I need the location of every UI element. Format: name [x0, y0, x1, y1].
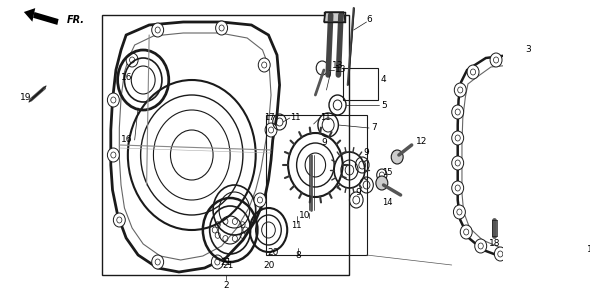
- Circle shape: [152, 255, 163, 269]
- Circle shape: [452, 156, 464, 170]
- Circle shape: [377, 169, 387, 181]
- Text: 17: 17: [264, 113, 274, 123]
- Circle shape: [568, 221, 579, 235]
- Text: 21: 21: [220, 258, 231, 267]
- Text: 6: 6: [366, 15, 372, 24]
- Circle shape: [567, 83, 579, 97]
- Text: 16: 16: [120, 135, 132, 144]
- Text: 3: 3: [526, 45, 532, 54]
- Text: 16: 16: [120, 73, 132, 82]
- Circle shape: [535, 53, 547, 67]
- Text: 11: 11: [290, 113, 300, 123]
- Text: 9: 9: [363, 148, 369, 157]
- Text: 9: 9: [355, 188, 361, 197]
- Circle shape: [107, 148, 119, 162]
- Circle shape: [454, 83, 466, 97]
- Circle shape: [376, 176, 388, 190]
- Circle shape: [573, 203, 585, 217]
- Circle shape: [391, 150, 403, 164]
- Circle shape: [454, 205, 466, 219]
- Text: 15: 15: [382, 168, 393, 177]
- Circle shape: [152, 23, 163, 37]
- Circle shape: [113, 213, 125, 227]
- Circle shape: [494, 247, 506, 261]
- Circle shape: [211, 255, 223, 269]
- Text: 4: 4: [381, 76, 386, 85]
- Text: 11: 11: [320, 113, 330, 123]
- Circle shape: [107, 93, 119, 107]
- Text: 12: 12: [416, 138, 427, 147]
- Text: 21: 21: [223, 261, 234, 270]
- Text: 7: 7: [371, 123, 376, 132]
- Polygon shape: [324, 12, 345, 22]
- Text: 5: 5: [381, 101, 386, 110]
- Circle shape: [553, 65, 565, 79]
- Polygon shape: [24, 8, 35, 22]
- Text: 19: 19: [20, 92, 31, 101]
- Circle shape: [573, 156, 585, 170]
- Text: 14: 14: [382, 198, 393, 207]
- Circle shape: [258, 58, 270, 72]
- Circle shape: [452, 131, 464, 145]
- Circle shape: [452, 181, 464, 195]
- Circle shape: [460, 225, 472, 239]
- Text: 11: 11: [291, 221, 302, 230]
- Text: 13: 13: [335, 66, 346, 75]
- Circle shape: [573, 131, 585, 145]
- Circle shape: [215, 21, 228, 35]
- Text: 2: 2: [223, 281, 229, 290]
- Text: 8: 8: [296, 251, 301, 260]
- Circle shape: [254, 193, 266, 207]
- Circle shape: [556, 236, 568, 250]
- Text: 20: 20: [267, 248, 278, 257]
- Circle shape: [126, 53, 138, 67]
- Circle shape: [537, 245, 549, 259]
- Polygon shape: [33, 12, 58, 25]
- Circle shape: [490, 53, 502, 67]
- Circle shape: [452, 105, 464, 119]
- Text: 13: 13: [332, 61, 344, 70]
- Text: 18: 18: [489, 239, 500, 248]
- Circle shape: [572, 105, 584, 119]
- Circle shape: [514, 50, 526, 64]
- Circle shape: [265, 123, 277, 137]
- Circle shape: [516, 249, 527, 263]
- Text: FR.: FR.: [67, 15, 84, 25]
- Circle shape: [573, 181, 585, 195]
- Text: 20: 20: [264, 261, 275, 270]
- Text: 10: 10: [299, 211, 311, 220]
- Text: 9: 9: [321, 138, 327, 147]
- Circle shape: [467, 65, 479, 79]
- Circle shape: [475, 239, 487, 253]
- Text: 18: 18: [586, 245, 590, 254]
